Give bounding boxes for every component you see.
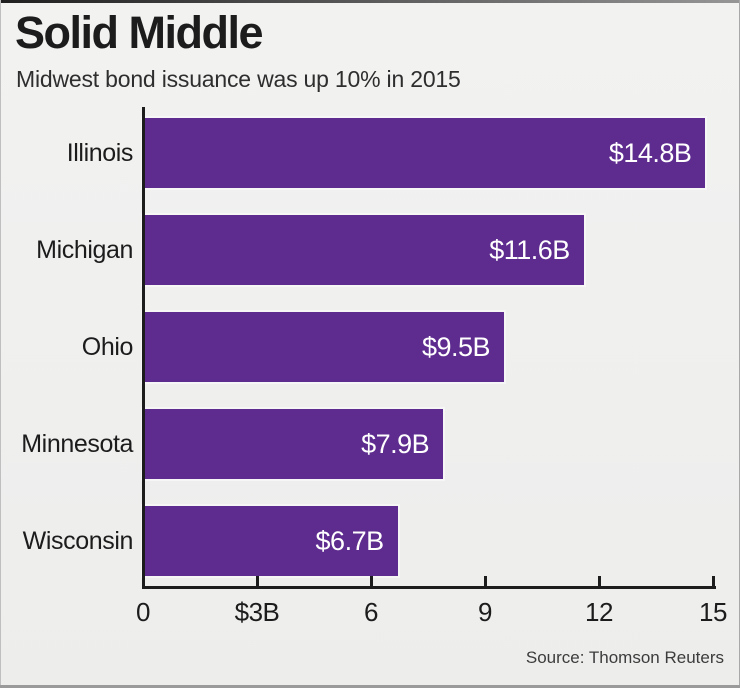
source-credit: Source: Thomson Reuters <box>525 648 724 667</box>
x-axis-tick-label: 15 <box>699 597 727 627</box>
category-label-michigan: Michigan <box>36 235 133 264</box>
chart-subtitle: Midwest bond issuance was up 10% in 2015 <box>16 66 461 92</box>
x-axis-tick-label: 6 <box>364 597 378 627</box>
bar-ohio: $9.5B <box>143 312 504 382</box>
bottom-border <box>0 685 740 688</box>
x-axis-tick-label: $3B <box>234 597 280 627</box>
chart-title: Solid Middle <box>15 7 264 58</box>
left-border <box>0 0 1 688</box>
x-axis-tick <box>369 576 373 588</box>
x-axis-tick <box>711 576 715 588</box>
category-label-wisconsin: Wisconsin <box>22 526 134 555</box>
bar-value-label: $11.6B <box>489 234 570 265</box>
bar-value-label: $7.9B <box>361 428 430 459</box>
y-axis-line <box>142 107 145 588</box>
x-axis-tick-label: 9 <box>478 597 492 627</box>
bar-michigan: $11.6B <box>143 215 584 285</box>
bar-value-label: $9.5B <box>421 331 491 362</box>
bar-illinois: $14.8B <box>143 118 706 188</box>
x-axis-tick <box>597 576 601 588</box>
x-axis-tick-label: 0 <box>136 597 150 627</box>
x-axis-tick <box>255 576 259 588</box>
bar-minnesota: $7.9B <box>143 409 444 479</box>
bar-wisconsin: $6.7B <box>143 506 398 576</box>
top-border <box>0 0 740 3</box>
category-label-minnesota: Minnesota <box>21 429 133 458</box>
category-label-illinois: Illinois <box>66 138 134 167</box>
x-axis-line <box>142 586 716 589</box>
bar-value-label: $6.7B <box>315 525 385 556</box>
x-axis-tick-label: 12 <box>585 597 613 627</box>
bar-value-label: $14.8B <box>608 137 692 168</box>
category-label-ohio: Ohio <box>81 332 134 361</box>
x-axis-tick <box>483 576 487 588</box>
